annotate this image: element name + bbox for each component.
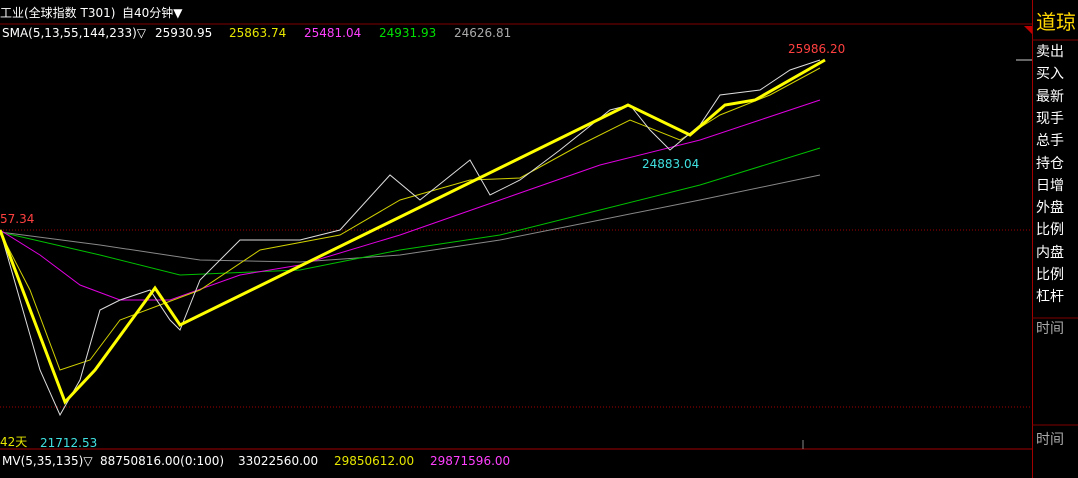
volume-value: 33022560.00 (238, 454, 319, 468)
side-row: 杠杆 (1036, 289, 1064, 306)
days-label: 42天 (0, 435, 28, 449)
side-row: 比例 (1036, 222, 1064, 239)
side-row: 持仓 (1036, 155, 1064, 172)
volume-value: 29850612.00 (334, 454, 415, 468)
sma-value: 25930.95 (155, 26, 213, 40)
time-label: 时间 (1036, 321, 1064, 337)
side-row: 外盘 (1036, 200, 1064, 217)
side-row: 现手 (1036, 110, 1064, 127)
time-label: 时间 (1036, 432, 1064, 448)
volume-value: 29871596.00 (430, 454, 511, 468)
sma-value: 24931.93 (379, 26, 437, 40)
volume-label[interactable]: MV(5,35,135)▽ (2, 454, 93, 468)
sma-value: 25481.04 (304, 26, 362, 40)
sma-value: 24626.81 (454, 26, 512, 40)
period[interactable]: 自40分钟▼ (122, 6, 183, 20)
trend-arrows (0, 58, 826, 405)
side-title: 道琼 (1036, 10, 1076, 34)
side-row: 日增 (1036, 177, 1064, 194)
low-label: 24883.04 (642, 157, 700, 171)
side-row: 最新 (1036, 88, 1064, 105)
price-line (0, 59, 821, 417)
sma-value: 25863.74 (229, 26, 287, 40)
level-label: 57.34 (0, 212, 35, 226)
side-row: 卖出 (1036, 44, 1064, 60)
side-row: 比例 (1036, 267, 1064, 283)
high-label: 25986.20 (788, 42, 846, 56)
indicator-label[interactable]: SMA(5,13,55,144,233)▽ (2, 26, 147, 40)
instrument[interactable]: 工业(全球指数 T301) (0, 6, 116, 20)
sma-233 (0, 174, 821, 263)
sma-144 (0, 147, 821, 276)
side-row: 内盘 (1036, 244, 1064, 261)
corner-marker (1024, 26, 1032, 34)
side-row: 买入 (1036, 66, 1064, 83)
low-label: 21712.53 (40, 436, 98, 450)
volume-value: 88750816.00(0:100) (100, 454, 225, 468)
side-row: 总手 (1036, 133, 1064, 150)
sma-13 (0, 67, 821, 371)
